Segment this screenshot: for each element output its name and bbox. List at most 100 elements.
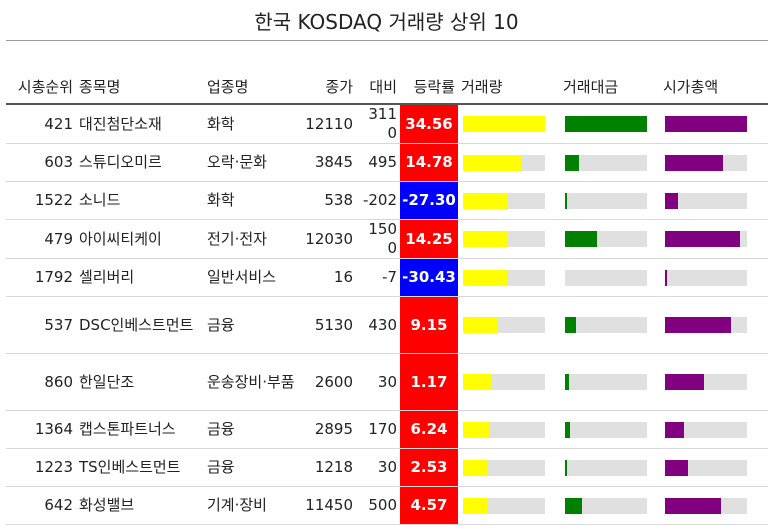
- amount-bar-track: [565, 269, 647, 286]
- table-row: 1364 캡스톤파트너스 금융 2895 170 6.24: [6, 410, 768, 449]
- volume-bar: [463, 231, 509, 247]
- cell-amount: [560, 353, 660, 411]
- cell-rank: 1522: [6, 181, 76, 220]
- volume-bar-track: [463, 269, 545, 286]
- cell-amount: [560, 258, 660, 297]
- cell-volume: [458, 448, 560, 487]
- marketcap-bar-track: [665, 497, 747, 514]
- cell-rank: 537: [6, 296, 76, 354]
- cell-close: 11450: [300, 486, 356, 525]
- cell-close: 2600: [300, 353, 356, 411]
- marketcap-bar-track: [665, 374, 747, 390]
- volume-bar: [463, 154, 523, 171]
- cell-close: 2895: [300, 410, 356, 449]
- amount-bar: [565, 317, 576, 333]
- cell-sector: 운송장비·부품: [204, 353, 300, 411]
- cell-close: 16: [300, 258, 356, 297]
- cell-volume: [458, 181, 560, 220]
- marketcap-bar-track: [665, 154, 747, 171]
- marketcap-bar-track: [665, 231, 747, 247]
- cell-amount: [560, 448, 660, 487]
- volume-bar-track: [463, 374, 545, 390]
- cell-marketcap: [660, 353, 768, 411]
- cell-rank: 479: [6, 219, 76, 259]
- cell-name: 화성밸브: [76, 486, 204, 525]
- header-name: 종목명: [76, 41, 204, 105]
- marketcap-bar-track: [665, 317, 747, 333]
- volume-bar: [463, 116, 545, 132]
- amount-bar: [565, 231, 597, 247]
- cell-amount: [560, 219, 660, 259]
- cell-name: 소니드: [76, 181, 204, 220]
- cell-rate: 2.53: [400, 448, 458, 487]
- cell-rank: 642: [6, 486, 76, 525]
- cell-name: 캡스톤파트너스: [76, 410, 204, 449]
- cell-sector: 화학: [204, 104, 300, 144]
- cell-sector: 금융: [204, 448, 300, 487]
- cell-change: -202: [356, 181, 400, 220]
- cell-rate: 1.17: [400, 353, 458, 411]
- header-rank: 시총순위: [6, 41, 76, 105]
- cell-rate: 34.56: [400, 104, 458, 144]
- cell-close: 5130: [300, 296, 356, 354]
- table-row: 642 화성밸브 기계·장비 11450 500 4.57: [6, 486, 768, 525]
- cell-volume: [458, 104, 560, 144]
- cell-sector: 오락·문화: [204, 143, 300, 182]
- header-amount: 거래대금: [560, 41, 660, 105]
- marketcap-bar: [665, 231, 740, 247]
- cell-change: 500: [356, 486, 400, 525]
- table-row: 1223 TS인베스트먼트 금융 1218 30 2.53: [6, 448, 768, 487]
- stock-table: 시총순위 종목명 업종명 종가 대비 등락률 거래량 거래대금 시가총액 421…: [6, 41, 768, 525]
- cell-amount: [560, 181, 660, 220]
- amount-bar-track: [565, 192, 647, 209]
- cell-marketcap: [660, 143, 768, 182]
- volume-bar-track: [463, 231, 545, 247]
- marketcap-bar-track: [665, 269, 747, 286]
- amount-bar: [565, 421, 570, 438]
- cell-rate: 4.57: [400, 486, 458, 525]
- cell-rank: 1364: [6, 410, 76, 449]
- cell-rate: -27.30: [400, 181, 458, 220]
- cell-marketcap: [660, 296, 768, 354]
- amount-bar-track: [565, 154, 647, 171]
- volume-bar-track: [463, 192, 545, 209]
- amount-bar-track: [565, 317, 647, 333]
- cell-volume: [458, 143, 560, 182]
- cell-sector: 전기·전자: [204, 219, 300, 259]
- table-row: 479 아이씨티케이 전기·전자 12030 1500 14.25: [6, 219, 768, 259]
- header-marketcap: 시가총액: [660, 41, 768, 105]
- cell-name: TS인베스트먼트: [76, 448, 204, 487]
- cell-amount: [560, 104, 660, 144]
- cell-name: 아이씨티케이: [76, 219, 204, 259]
- table-row: 421 대진첨단소재 화학 12110 3110 34.56: [6, 104, 768, 144]
- cell-rate: 9.15: [400, 296, 458, 354]
- table-title: 한국 KOSDAQ 거래량 상위 10: [254, 10, 519, 34]
- amount-bar: [565, 459, 567, 476]
- cell-change: 3110: [356, 104, 400, 144]
- cell-close: 1218: [300, 448, 356, 487]
- cell-change: 430: [356, 296, 400, 354]
- cell-volume: [458, 410, 560, 449]
- cell-volume: [458, 296, 560, 354]
- table-row: 603 스튜디오미르 오락·문화 3845 495 14.78: [6, 143, 768, 182]
- cell-sector: 일반서비스: [204, 258, 300, 297]
- cell-rank: 421: [6, 104, 76, 144]
- cell-change: 495: [356, 143, 400, 182]
- marketcap-bar: [665, 459, 688, 476]
- cell-change: 30: [356, 353, 400, 411]
- volume-bar: [463, 317, 499, 333]
- table-row: 1522 소니드 화학 538 -202 -27.30: [6, 181, 768, 220]
- volume-bar: [463, 269, 508, 286]
- amount-bar-track: [565, 116, 647, 132]
- volume-bar: [463, 192, 509, 209]
- header-rate: 등락률: [400, 41, 458, 105]
- cell-volume: [458, 219, 560, 259]
- cell-sector: 금융: [204, 296, 300, 354]
- cell-sector: 금융: [204, 410, 300, 449]
- cell-close: 12030: [300, 219, 356, 259]
- cell-name: 셀리버리: [76, 258, 204, 297]
- marketcap-bar-track: [665, 459, 747, 476]
- marketcap-bar-track: [665, 192, 747, 209]
- header-change: 대비: [356, 41, 400, 105]
- amount-bar: [565, 154, 579, 171]
